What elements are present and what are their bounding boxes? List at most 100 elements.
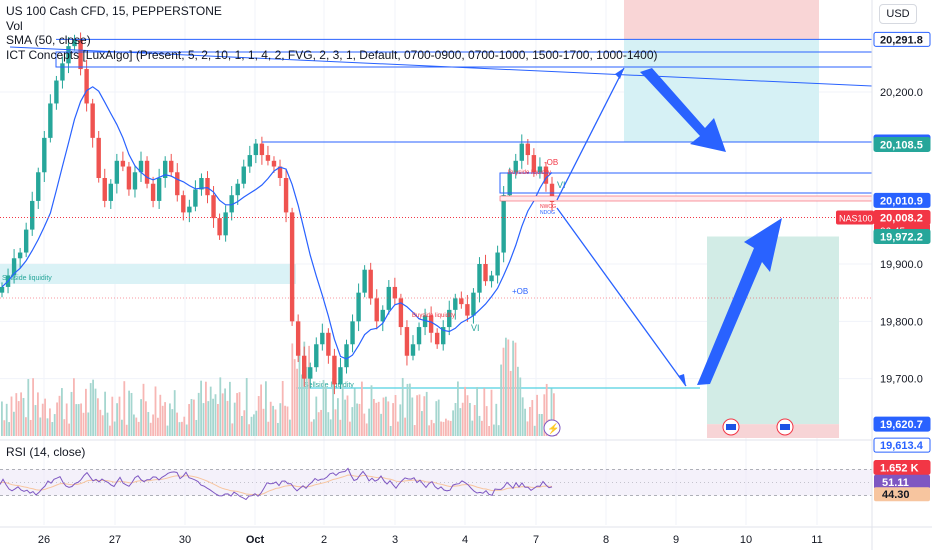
- volume-bar: [373, 398, 375, 436]
- volume-bar: [533, 425, 536, 436]
- indicator-ict[interactable]: ICT Concepts [LuxAlgo] (Present, 5, 2, 1…: [6, 47, 658, 62]
- volume-bar: [140, 399, 142, 436]
- volume-bar: [327, 412, 330, 436]
- volume-bar: [488, 425, 490, 436]
- trend-line: [9, 46, 873, 87]
- volume-bar: [188, 404, 190, 436]
- volume-bar: [440, 421, 442, 436]
- volume-bar: [128, 390, 130, 436]
- candle-body: [126, 166, 132, 190]
- volume-bar: [457, 381, 459, 436]
- volume-bar: [58, 395, 61, 436]
- volume-bar: [409, 383, 411, 436]
- volume-bar: [298, 349, 301, 436]
- candle-body: [356, 292, 361, 322]
- volume-bar: [265, 381, 267, 436]
- candle-body: [90, 103, 95, 138]
- projection-up-arrowhead: [615, 68, 624, 79]
- volume-bar: [176, 412, 178, 436]
- volume-bar: [332, 377, 334, 436]
- volume-bar: [269, 401, 272, 436]
- volume-bar: [485, 406, 488, 436]
- volume-bar: [337, 398, 339, 436]
- volume-bar: [281, 380, 284, 436]
- volume-bar: [341, 384, 344, 436]
- volume-bar: [44, 398, 46, 436]
- volume-bar: [97, 398, 99, 436]
- volume-bar: [147, 412, 150, 436]
- price-tag-label: 19,620.7: [880, 419, 923, 431]
- volume-bar: [279, 403, 282, 436]
- symbol-title[interactable]: US 100 Cash CFD, 15, PEPPERSTONE: [6, 4, 222, 18]
- volume-bar: [87, 412, 90, 436]
- volume-bar: [512, 340, 514, 436]
- candle-body: [392, 286, 398, 299]
- volume-bar: [73, 378, 75, 436]
- volume-bar: [421, 411, 423, 436]
- projection-down-path: [556, 207, 687, 387]
- x-tick-label: 2: [321, 534, 327, 546]
- candle-body: [144, 160, 150, 184]
- volume-bar: [161, 405, 164, 436]
- volume-bar: [447, 420, 450, 436]
- volume-bar: [404, 417, 406, 436]
- indicator-sma[interactable]: SMA (50, close): [6, 33, 91, 47]
- long-position-stop-zone: [707, 424, 839, 438]
- candle-body: [477, 264, 482, 293]
- candle-body: [332, 355, 337, 385]
- volume-bar: [236, 393, 238, 436]
- volume-bar: [111, 396, 114, 436]
- candle-body: [537, 166, 543, 173]
- volume-bar: [197, 392, 200, 436]
- volume-bar: [68, 423, 70, 436]
- volume-bar: [13, 411, 15, 436]
- volume-bar: [493, 424, 495, 436]
- candle-body: [320, 332, 325, 345]
- sellside-liquidity-label: Sellside liquidity: [2, 275, 52, 282]
- candle-body: [265, 155, 271, 161]
- volume-bar: [509, 370, 512, 436]
- candle-body: [156, 178, 162, 201]
- rsi-legend[interactable]: RSI (14, close): [6, 445, 86, 459]
- x-tick-label: 4: [462, 534, 468, 546]
- volume-bar: [339, 419, 342, 436]
- symbol-tag-box: [836, 210, 874, 225]
- ndog-label: NDOG: [540, 210, 555, 216]
- price-tag-box: [873, 437, 931, 453]
- volume-bar: [296, 368, 298, 436]
- volume-bar: [169, 403, 171, 436]
- volume-bar: [495, 403, 498, 436]
- volume-bar: [445, 418, 447, 436]
- indicator-vol[interactable]: Vol: [6, 18, 23, 33]
- volume-bar: [361, 381, 363, 436]
- price-tag: 20,291.8: [873, 31, 931, 47]
- volume-bar: [106, 412, 109, 436]
- volume-bar: [39, 417, 42, 436]
- volume-bar: [401, 377, 404, 436]
- volume-bar: [481, 420, 483, 436]
- volume-bar: [392, 403, 394, 436]
- volume-bar: [109, 425, 111, 436]
- currency-button[interactable]: USD: [879, 4, 917, 24]
- volume-bar: [293, 359, 296, 436]
- candle-body: [247, 155, 253, 167]
- candle-body: [453, 298, 458, 310]
- candle-body: [471, 292, 476, 316]
- volume-bar: [193, 399, 195, 436]
- price-tag-label: 19,613.4: [880, 440, 924, 452]
- x-tick-label: 8: [603, 534, 609, 546]
- candle-body: [441, 327, 446, 345]
- short-position-target-zone: [624, 39, 819, 142]
- volume-bar: [375, 402, 378, 436]
- volume-bar: [85, 388, 87, 436]
- volume-bar: [449, 420, 452, 436]
- volume-bar: [238, 392, 241, 436]
- volume-bar: [454, 402, 457, 436]
- volume-bar: [3, 420, 6, 436]
- volume-bar: [433, 423, 435, 436]
- candle-body: [344, 344, 349, 368]
- volume-bar: [315, 396, 318, 436]
- candle-body: [513, 160, 518, 173]
- volume-bar: [473, 405, 476, 436]
